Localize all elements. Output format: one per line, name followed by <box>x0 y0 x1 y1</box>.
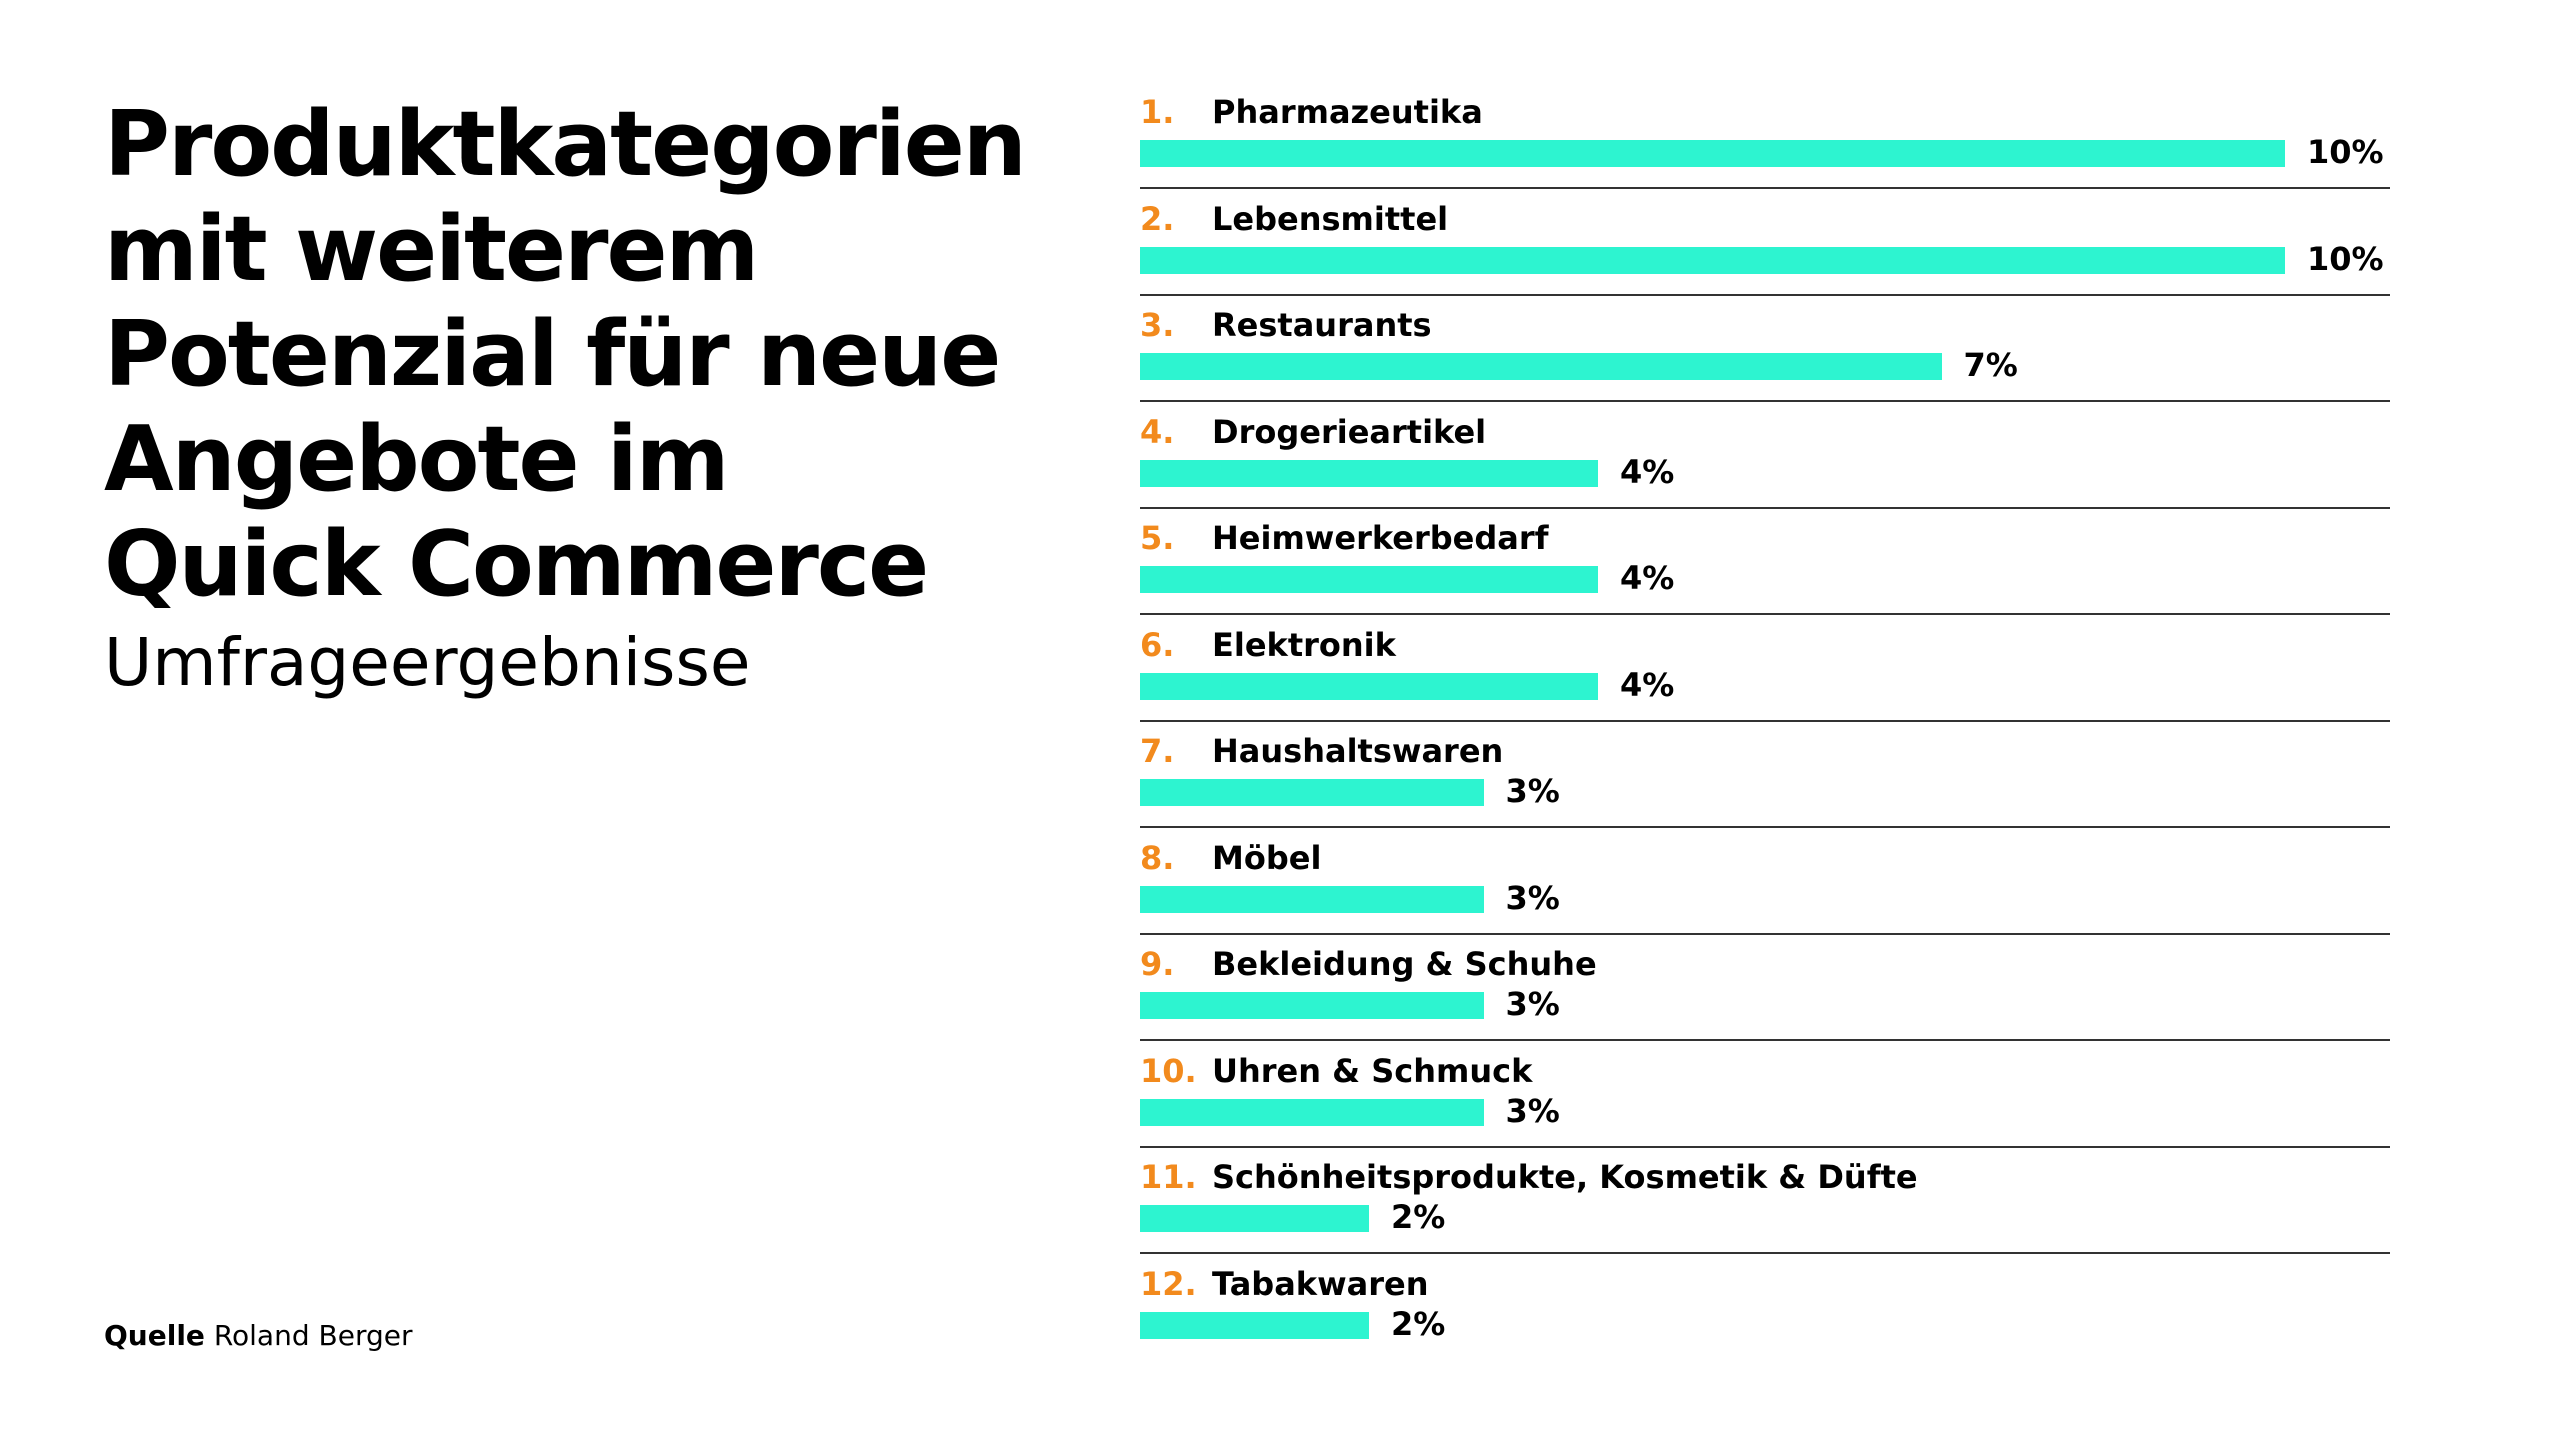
bar-label: Uhren & Schmuck <box>1212 1051 1533 1090</box>
bar-label: Drogerieartikel <box>1212 412 1487 451</box>
bar-rank: 10. <box>1140 1051 1197 1090</box>
bar-rank: 6. <box>1140 625 1175 664</box>
bar-row: 11. Schönheitsprodukte, Kosmetik & Düfte 2… <box>1140 1157 2390 1263</box>
bar-value-label: 4% <box>1620 452 1675 491</box>
bar-label: Tabakwaren <box>1212 1264 1429 1303</box>
bar-value-label: 7% <box>1963 346 2018 384</box>
bar-label: Möbel <box>1212 838 1322 877</box>
bar-value-label: 3% <box>1505 985 1560 1023</box>
bar-value-label: 3% <box>1505 772 1560 810</box>
bar-rank: 9. <box>1140 945 1175 983</box>
bar-rank: 2. <box>1140 199 1175 238</box>
bar-label: Schönheitsprodukte, Kosmetik & Düfte <box>1212 1158 1918 1196</box>
bar-value-label: 2% <box>1391 1198 1446 1236</box>
bar-row: 2. Lebensmittel 10% <box>1140 199 2390 305</box>
bar <box>1140 353 1942 380</box>
bar-row: 5. Heimwerkerbedarf 4% <box>1140 518 2390 624</box>
bar-row: 4. Drogerieartikel 4% <box>1140 412 2390 518</box>
source-text: Roland Berger <box>213 1319 413 1352</box>
bar-rank: 8. <box>1140 838 1175 877</box>
bar-row: 3. Restaurants 7% <box>1140 305 2390 411</box>
bar-label: Heimwerkerbedarf <box>1212 519 1549 557</box>
page-subtitle: Umfrageergebnisse <box>104 624 751 701</box>
bar-label: Lebensmittel <box>1212 199 1449 238</box>
bar <box>1140 885 1484 913</box>
row-divider <box>1140 826 2390 828</box>
row-divider <box>1140 400 2390 402</box>
title-block: Produktkategorien mit weiterem Potenzial… <box>104 92 1027 703</box>
bar-row: 8. Möbel 3% <box>1140 838 2390 944</box>
bar <box>1140 459 1598 487</box>
row-divider <box>1140 719 2390 722</box>
bar-value-label: 3% <box>1505 878 1560 917</box>
bar-value-label: 4% <box>1620 559 1675 597</box>
bar-row: 1. Pharmazeutika 10% <box>1140 92 2390 198</box>
row-divider <box>1140 613 2390 615</box>
bar-value-label: 3% <box>1505 1091 1560 1130</box>
bar <box>1140 140 2285 167</box>
bar <box>1140 1205 1369 1232</box>
row-divider <box>1140 932 2390 935</box>
bar <box>1140 672 1598 700</box>
bar-rank: 4. <box>1140 412 1175 451</box>
bar-label: Elektronik <box>1212 625 1396 664</box>
bar <box>1140 566 1598 593</box>
bar-rank: 7. <box>1140 732 1175 770</box>
source-note: Quelle Roland Berger <box>104 1318 412 1354</box>
bar <box>1140 992 1484 1019</box>
bar-rank: 3. <box>1140 306 1175 344</box>
bar <box>1140 1098 1484 1126</box>
bar <box>1140 779 1484 806</box>
bar-row: 12. Tabakwaren 2% <box>1140 1264 2390 1370</box>
bar-label: Pharmazeutika <box>1212 93 1483 131</box>
page-title: Produktkategorien mit weiterem Potenzial… <box>104 92 1027 617</box>
bar-rank: 1. <box>1140 93 1175 131</box>
bar-rank: 5. <box>1140 519 1175 557</box>
bar-label: Bekleidung & Schuhe <box>1212 945 1597 983</box>
bar-row: 9. Bekleidung & Schuhe 3% <box>1140 944 2390 1050</box>
bar-chart: 1. Pharmazeutika 10% 2. Lebensmittel 10% 3. Res… <box>1140 92 2390 1362</box>
bar-value-label: 10% <box>2307 133 2384 171</box>
bar-value-label: 2% <box>1391 1304 1446 1343</box>
bar-row: 7. Haushaltswaren 3% <box>1140 731 2390 837</box>
bar-value-label: 4% <box>1620 665 1675 704</box>
bar-value-label: 10% <box>2307 239 2384 278</box>
row-divider <box>1140 1145 2390 1148</box>
row-divider <box>1140 1039 2390 1041</box>
row-divider <box>1140 506 2390 509</box>
row-divider <box>1140 1252 2390 1254</box>
bar-row: 6. Elektronik 4% <box>1140 625 2390 731</box>
row-divider <box>1140 293 2390 296</box>
row-divider <box>1140 187 2390 189</box>
bar-rank: 11. <box>1140 1158 1197 1196</box>
bar-row: 10. Uhren & Schmuck 3% <box>1140 1051 2390 1157</box>
bar-rank: 12. <box>1140 1264 1197 1303</box>
source-label: Quelle <box>104 1319 205 1352</box>
bar-label: Restaurants <box>1212 306 1432 344</box>
bar <box>1140 246 2285 274</box>
bar-label: Haushaltswaren <box>1212 732 1504 770</box>
bar <box>1140 1311 1369 1339</box>
